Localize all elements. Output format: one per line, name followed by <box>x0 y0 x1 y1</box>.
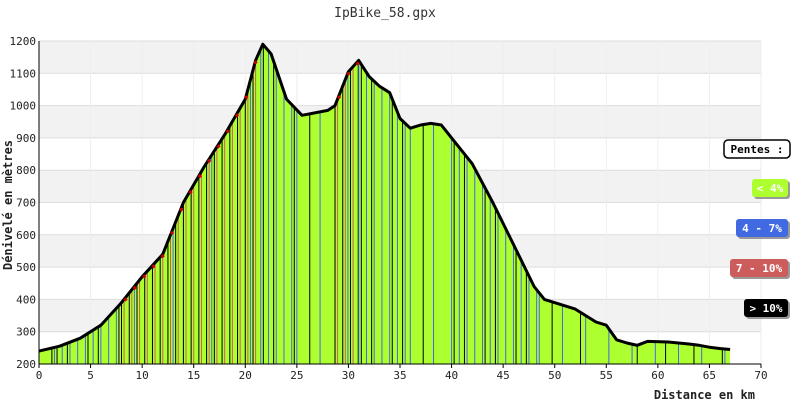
y-tick-label: 400 <box>16 293 36 306</box>
legend-item: > 10% <box>744 299 790 319</box>
profile-line <box>38 42 731 353</box>
y-tick-label: 500 <box>16 261 36 274</box>
legend-title-box: Pentes : <box>723 139 791 159</box>
x-axis-label: Distance en km <box>654 388 755 400</box>
x-tick-label: 65 <box>703 369 716 382</box>
x-tick-label: 45 <box>497 369 510 382</box>
y-tick-label: 1000 <box>10 100 37 113</box>
x-tick-label: 10 <box>136 369 149 382</box>
y-tick-label: 600 <box>16 229 36 242</box>
slope-stripes <box>38 44 726 364</box>
x-tick-label: 70 <box>754 369 767 382</box>
slope-marker <box>132 285 138 290</box>
legend-label: 7 - 10% <box>736 262 783 275</box>
slope-marker <box>151 264 156 269</box>
slope-marker <box>225 129 230 134</box>
legend-item: 4 - 7% <box>736 219 790 239</box>
slope-marker <box>197 173 203 179</box>
y-tick-labels: 200 300 400 500 600 700 800 900 1000 1100 1200 <box>10 35 37 371</box>
legend-label: < 4% <box>757 182 784 195</box>
legend-title-frame <box>723 139 791 159</box>
steep-markers <box>123 60 360 302</box>
x-tick-label: 20 <box>239 369 252 382</box>
slope-marker <box>169 230 175 236</box>
slope-marker <box>234 113 240 118</box>
legend-label: 4 - 7% <box>742 222 782 235</box>
x-tick-label: 15 <box>187 369 200 382</box>
legend-title: Pentes : <box>731 143 784 156</box>
legend-swatch <box>744 299 788 317</box>
x-tick-label: 50 <box>548 369 561 382</box>
slope-marker <box>188 189 193 195</box>
legend-swatch <box>752 179 788 197</box>
x-tick-label: 60 <box>651 369 664 382</box>
y-axis-label: Dénivelé en mètres <box>1 140 15 270</box>
chart-title: IpBike_58.gpx <box>334 6 436 21</box>
y-tick-label: 700 <box>16 197 36 210</box>
x-tick-label: 55 <box>600 369 613 382</box>
slope-marker <box>179 207 184 212</box>
x-tick-label: 5 <box>87 369 94 382</box>
slope-marker <box>244 95 249 100</box>
slope-marker <box>142 274 147 279</box>
legend-swatch <box>730 259 788 277</box>
x-tick-label: 25 <box>290 369 303 382</box>
y-tick-label: 800 <box>16 164 36 177</box>
y-tick-label: 1200 <box>10 35 37 48</box>
slope-marker <box>216 144 221 149</box>
x-tick-label: 0 <box>36 369 43 382</box>
slope-marker <box>207 158 212 164</box>
x-tick-label: 35 <box>393 369 406 382</box>
profile-outline <box>38 42 731 353</box>
x-tick-labels: 0 5 10 15 20 25 30 35 40 45 50 55 60 65 70 <box>36 369 768 382</box>
y-tick-label: 200 <box>16 358 36 371</box>
legend-label: > 10% <box>749 302 782 315</box>
legend-item: < 4% <box>752 179 790 199</box>
slope-marker <box>160 254 165 259</box>
x-tick-label: 40 <box>445 369 458 382</box>
x-tick-label: 30 <box>342 369 355 382</box>
legend: Pentes : < 4% 4 - 7% 7 - 10% > 10% <box>723 139 791 319</box>
y-tick-label: 900 <box>16 132 36 145</box>
y-tick-label: 300 <box>16 326 36 339</box>
legend-swatch <box>736 219 788 237</box>
y-tick-label: 1100 <box>10 67 37 80</box>
legend-item: 7 - 10% <box>730 259 790 279</box>
axes <box>38 41 762 368</box>
